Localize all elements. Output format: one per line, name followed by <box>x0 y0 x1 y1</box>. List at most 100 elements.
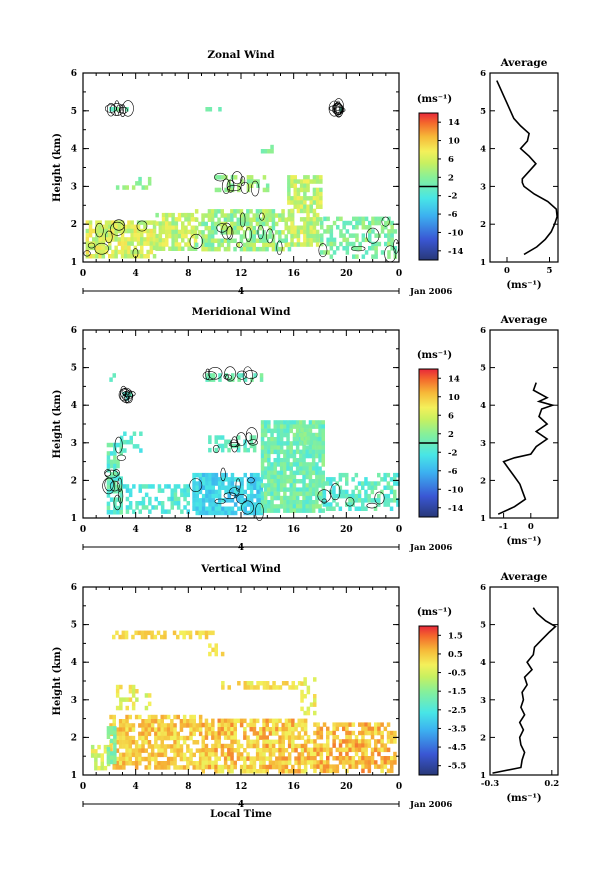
heatmap-cell <box>119 501 123 507</box>
heatmap-cell <box>302 420 306 425</box>
heatmap-cell <box>287 179 291 184</box>
heatmap-cell <box>319 735 324 740</box>
heatmap-cell <box>256 506 260 511</box>
heatmap-cell <box>231 377 235 382</box>
heatmap-cell <box>290 175 294 180</box>
heatmap-cell <box>125 761 129 766</box>
heatmap-cell <box>315 504 319 509</box>
heatmap-cell <box>262 731 266 736</box>
heatmap-cell <box>192 740 196 745</box>
heatmap-cell <box>390 233 394 238</box>
heatmap-cell <box>249 764 253 770</box>
heatmap-cell <box>246 221 250 227</box>
heatmap-cell <box>115 727 120 732</box>
heatmap-cell <box>204 221 208 227</box>
colorbar-tick-label: 1.5 <box>448 631 463 641</box>
heatmap-cell <box>114 254 118 259</box>
heatmap-cell <box>146 228 150 234</box>
heatmap-cell <box>182 723 187 728</box>
heatmap-cell <box>138 748 142 753</box>
heatmap-cell <box>267 449 271 455</box>
heatmap-cell <box>134 748 139 753</box>
heatmap-cell <box>157 731 161 737</box>
heatmap-cell <box>368 237 372 243</box>
heatmap-cell <box>207 209 212 214</box>
heatmap-cell <box>106 505 111 511</box>
heatmap-cell <box>263 470 268 476</box>
heatmap-cell <box>221 506 225 511</box>
heatmap-cell <box>246 246 250 252</box>
heatmap-cell <box>243 447 247 453</box>
heatmap-cell <box>338 472 343 478</box>
heatmap-cell <box>315 437 319 442</box>
heatmap-cell <box>141 735 145 741</box>
heatmap-cell <box>262 221 266 227</box>
heatmap-cell <box>224 472 228 478</box>
heatmap-cell <box>144 484 149 489</box>
heatmap-cell <box>284 727 289 732</box>
heatmap-cell <box>163 744 168 749</box>
heatmap-cell <box>319 179 323 184</box>
heatmap-cell <box>283 462 287 467</box>
heatmap-cell <box>211 727 215 732</box>
heatmap-cell <box>208 643 212 648</box>
heatmap-cell <box>236 756 241 761</box>
heatmap-cell <box>198 221 202 227</box>
heatmap-cell <box>119 497 123 502</box>
average-y-tick-label: 4 <box>480 145 486 155</box>
heatmap-cell <box>164 509 168 514</box>
colorbar-tick-label: -3.5 <box>448 724 466 734</box>
heatmap-cell <box>153 634 158 640</box>
heatmap-cell <box>305 495 309 501</box>
heatmap-cell <box>326 237 330 243</box>
heatmap-cell <box>290 183 294 188</box>
heatmap-cell <box>256 510 260 516</box>
heatmap-cell <box>168 225 172 230</box>
heatmap-cell <box>260 449 265 455</box>
heatmap-cell <box>201 238 205 243</box>
heatmap-cell <box>127 241 131 246</box>
heatmap-cell <box>140 237 144 242</box>
heatmap-cell <box>249 739 253 745</box>
heatmap-cell <box>160 744 164 749</box>
heatmap-cell <box>287 739 292 745</box>
heatmap-cell <box>296 208 301 214</box>
heatmap-cell <box>255 238 260 243</box>
heatmap-cell <box>263 483 268 488</box>
heatmap-cell <box>300 769 305 774</box>
heatmap-cell <box>204 731 209 736</box>
heatmap-cell <box>140 249 144 255</box>
heatmap-cell <box>299 225 304 230</box>
heatmap-cell <box>268 764 273 770</box>
heatmap-cell <box>201 756 205 761</box>
heatmap-cell <box>296 200 301 205</box>
heatmap-cell <box>309 436 314 441</box>
heatmap-cell <box>322 743 327 748</box>
heatmap-cell <box>201 246 205 252</box>
heatmap-cell <box>207 213 212 218</box>
average-profile-line <box>496 80 558 256</box>
heatmap-cell <box>309 208 313 214</box>
heatmap-cell <box>161 238 166 243</box>
heatmap-cell <box>315 470 319 476</box>
heatmap-cell <box>127 237 131 242</box>
heatmap-cell <box>278 727 282 732</box>
heatmap-cell <box>201 221 205 227</box>
heatmap-cell <box>214 506 219 511</box>
heatmap-cell <box>207 246 212 252</box>
heatmap-cell <box>352 233 356 238</box>
heatmap-cell <box>305 470 309 476</box>
heatmap-cell <box>128 752 132 758</box>
heatmap-cell <box>201 743 205 749</box>
heatmap-cell <box>233 727 237 732</box>
heatmap-cell <box>252 242 256 248</box>
heatmap-cell <box>306 217 310 222</box>
heatmap-cell <box>380 730 384 736</box>
heatmap-cell <box>221 498 225 503</box>
heatmap-cell <box>292 424 297 429</box>
heatmap-cell <box>389 485 394 490</box>
heatmap-cell <box>125 723 129 728</box>
heatmap-cell <box>173 492 178 498</box>
heatmap-cell <box>352 241 356 247</box>
heatmap-cell <box>284 225 288 231</box>
